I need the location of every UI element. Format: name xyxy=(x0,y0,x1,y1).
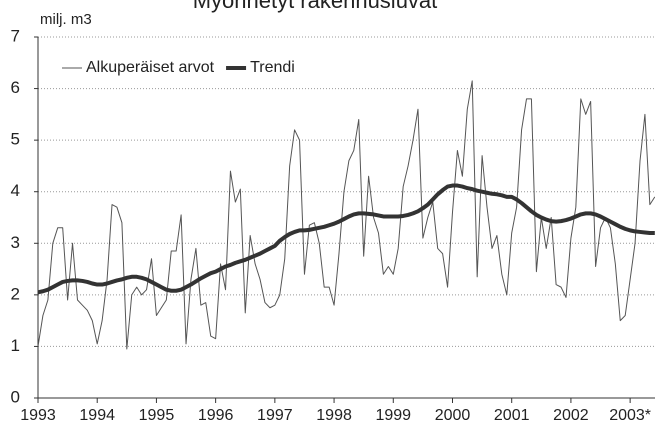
y-tick-label: 0 xyxy=(11,387,20,406)
series-line xyxy=(37,183,655,295)
y-tick-label: 1 xyxy=(11,336,20,355)
legend-label: Alkuperäiset arvot xyxy=(86,59,215,76)
series-line xyxy=(37,80,655,350)
x-tick-label: 2002 xyxy=(553,407,589,424)
y-tick-label: 7 xyxy=(11,26,20,45)
x-tick-label: 1998 xyxy=(316,407,352,424)
y-tick-label: 3 xyxy=(11,233,20,252)
x-tick-label: 1993 xyxy=(20,407,56,424)
x-tick-label: 2000 xyxy=(435,407,471,424)
chart-title: Myönnetyt rakennusluvat xyxy=(193,0,438,13)
y-tick-label: 5 xyxy=(11,130,20,149)
x-tick-label: 1994 xyxy=(79,407,115,424)
y-tick-label: 4 xyxy=(11,181,20,200)
y-tick-label: 2 xyxy=(11,284,20,303)
x-tick-label: 2003* xyxy=(609,407,651,424)
x-tick-label: 1997 xyxy=(257,407,293,424)
x-tick-label: 2001 xyxy=(494,407,530,424)
x-tick-label: 1996 xyxy=(198,407,234,424)
legend-label: Trendi xyxy=(250,59,295,76)
x-tick-label: 1999 xyxy=(375,407,411,424)
y-tick-label: 6 xyxy=(11,78,20,97)
x-tick-label: 1995 xyxy=(139,407,175,424)
y-axis-label: milj. m3 xyxy=(40,11,92,28)
